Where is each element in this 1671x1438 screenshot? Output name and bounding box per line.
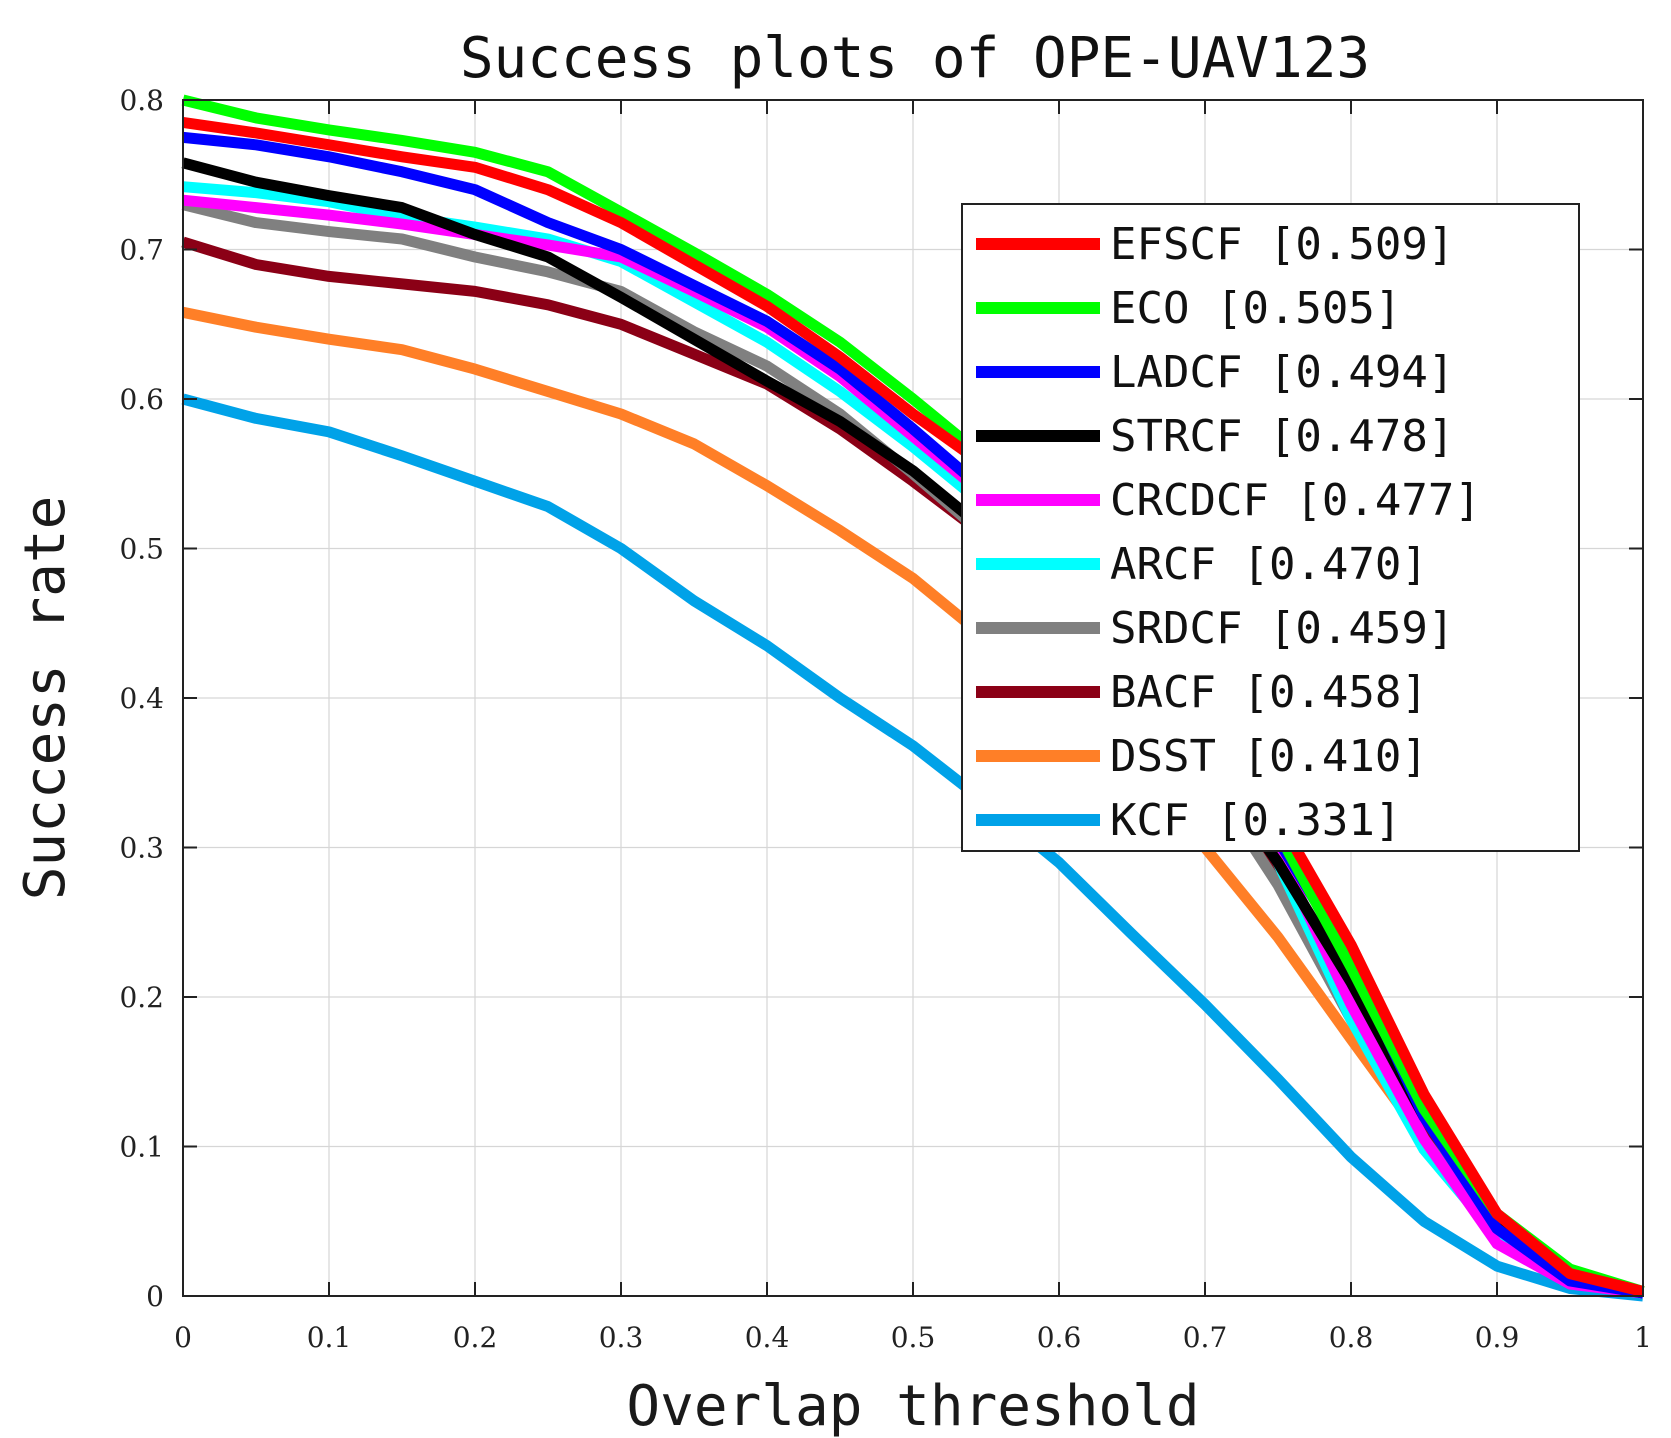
x-tick-label: 0.5 bbox=[891, 1321, 936, 1354]
x-tick-label: 0.3 bbox=[599, 1321, 644, 1354]
series-line-eco bbox=[181, 94, 1645, 1297]
series-line-efscf bbox=[182, 116, 1645, 1297]
y-tick-label: 0.2 bbox=[119, 981, 164, 1014]
legend-label-srdcf: SRDCF [0.459] bbox=[1110, 603, 1454, 654]
legend-label-bacf: BACF [0.458] bbox=[1110, 667, 1428, 718]
x-tick-label: 1 bbox=[1634, 1321, 1652, 1354]
y-tick-label: 0.8 bbox=[119, 84, 164, 117]
y-axis-label: Success rate bbox=[13, 496, 78, 901]
legend-label-efscf: EFSCF [0.509] bbox=[1110, 219, 1454, 270]
x-tick-label: 0.4 bbox=[745, 1321, 790, 1354]
chart-title: Success plots of OPE-UAV123 bbox=[460, 26, 1370, 91]
series-lines bbox=[181, 94, 1645, 1302]
legend-label-strcf: STRCF [0.478] bbox=[1110, 411, 1454, 462]
x-tick-labels: 0 0.1 0.2 0.3 0.4 0.5 0.6 0.7 0.8 0.9 1 bbox=[174, 1321, 1652, 1354]
y-tick-label: 0.6 bbox=[119, 383, 164, 416]
y-tick-label: 0 bbox=[146, 1280, 164, 1313]
legend-label-eco: ECO [0.505] bbox=[1110, 283, 1401, 334]
y-tick-label: 0.3 bbox=[119, 832, 164, 865]
legend-label-crcdcf: CRCDCF [0.477] bbox=[1110, 475, 1481, 526]
x-tick-label: 0.8 bbox=[1329, 1321, 1374, 1354]
x-tick-label: 0.1 bbox=[307, 1321, 352, 1354]
legend-label-arcf: ARCF [0.470] bbox=[1110, 539, 1428, 590]
legend-label-kcf: KCF [0.331] bbox=[1110, 795, 1401, 846]
x-tick-label: 0 bbox=[174, 1321, 192, 1354]
axis-ticks bbox=[182, 99, 1644, 1297]
y-tick-label: 0.4 bbox=[119, 682, 164, 715]
legend-label-ladcf: LADCF [0.494] bbox=[1110, 347, 1454, 398]
y-tick-label: 0.7 bbox=[119, 234, 164, 267]
y-tick-labels: 0 0.1 0.2 0.3 0.4 0.5 0.6 0.7 0.8 bbox=[119, 84, 164, 1313]
y-tick-label: 0.1 bbox=[119, 1131, 164, 1164]
x-axis-label: Overlap threshold bbox=[626, 1374, 1199, 1438]
x-tick-label: 0.2 bbox=[453, 1321, 498, 1354]
x-tick-label: 0.7 bbox=[1183, 1321, 1228, 1354]
legend-label-dsst: DSST [0.410] bbox=[1110, 731, 1428, 782]
series-line-crcdcf bbox=[182, 194, 1644, 1299]
legend: EFSCF [0.509] ECO [0.505] LADCF [0.494] STR… bbox=[961, 203, 1580, 852]
x-tick-label: 0.6 bbox=[1037, 1321, 1082, 1354]
y-tick-label: 0.5 bbox=[119, 533, 164, 566]
x-tick-label: 0.9 bbox=[1475, 1321, 1520, 1354]
series-line-kcf bbox=[181, 393, 1644, 1302]
